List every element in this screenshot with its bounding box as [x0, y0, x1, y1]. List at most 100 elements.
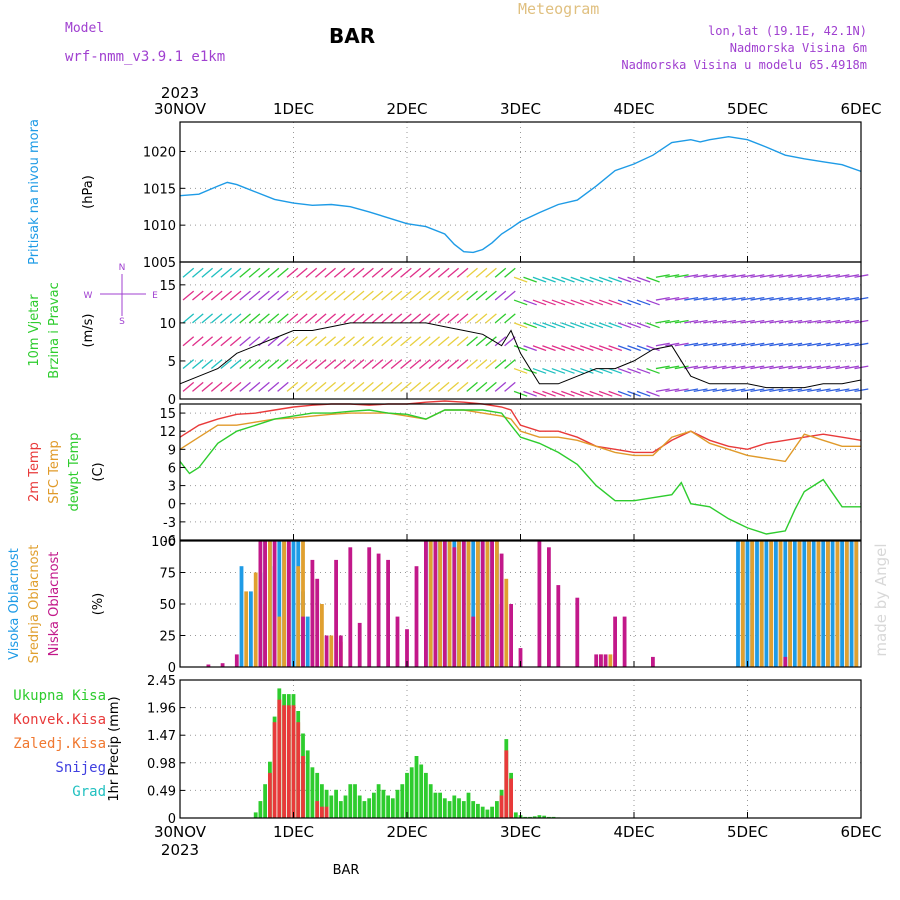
- wind-barb: [523, 276, 537, 283]
- wind-barb: [551, 322, 566, 329]
- wind-barb: [381, 313, 393, 324]
- wind-barb: [523, 299, 537, 306]
- wind-barb: [580, 322, 594, 329]
- wind-barb: [513, 322, 528, 329]
- bar-srednja-oblacnost: [750, 541, 755, 667]
- wind-barb: [504, 290, 516, 301]
- wind-barb: [362, 359, 374, 370]
- wind-barb: [561, 299, 575, 306]
- wind-barb: [362, 267, 374, 278]
- wind-barb: [665, 274, 680, 278]
- wind-barb: [277, 359, 289, 370]
- wind-barb: [390, 336, 403, 347]
- model-label: Model: [65, 21, 105, 36]
- wind-barb: [286, 313, 299, 324]
- wind-barb: [428, 381, 441, 392]
- wind-barb: [437, 290, 450, 301]
- wind-barb: [712, 274, 727, 278]
- wind-barb: [201, 381, 214, 392]
- wind-barb: [258, 290, 270, 301]
- wind-barb: [333, 290, 346, 301]
- x-tick-label-top: 2DEC: [386, 100, 427, 118]
- wind-barb: [314, 381, 327, 392]
- wind-barb: [182, 359, 195, 370]
- wind-barb: [703, 365, 718, 370]
- wind-barb: [788, 319, 803, 324]
- wind-barb: [835, 388, 850, 393]
- y-tick-label: 1020: [143, 145, 176, 160]
- wind-barb: [542, 322, 556, 329]
- wind-barb: [371, 290, 384, 301]
- wind-barb: [494, 290, 507, 301]
- bar-visoka-oblacnost: [745, 541, 750, 667]
- bar-niska-oblacnost: [334, 559, 338, 667]
- grid-lines: [180, 122, 861, 818]
- wind-barb: [617, 390, 632, 397]
- bar-srednja-oblacnost: [788, 541, 792, 667]
- wind-barb: [580, 367, 594, 374]
- wind-barb: [797, 388, 812, 393]
- wind-barb: [816, 319, 831, 324]
- bar-ukupna-kisa: [376, 784, 381, 818]
- wind-barb: [665, 296, 680, 301]
- wind-barb: [371, 381, 384, 392]
- wind-barb: [296, 267, 308, 278]
- wind-barb: [674, 388, 689, 393]
- wind-barb: [589, 276, 604, 283]
- wind-barb: [220, 267, 233, 278]
- wind-barb: [674, 342, 689, 347]
- wind-barb: [608, 322, 623, 329]
- wind-barb: [570, 390, 585, 397]
- bar-visoka-oblacnost: [239, 566, 244, 667]
- wind-barb: [759, 274, 774, 278]
- wind-barb: [589, 367, 604, 374]
- wind-barb: [201, 336, 214, 347]
- wind-barb: [409, 267, 422, 278]
- wind-barb: [182, 381, 195, 392]
- wind-barb: [504, 359, 516, 370]
- wind-barb: [466, 267, 478, 278]
- wind-barb: [239, 381, 251, 392]
- bar-niska-oblacnost: [480, 541, 485, 667]
- wind-barb: [466, 381, 478, 392]
- y-tick-label: -3: [163, 516, 176, 531]
- bar-srednja-oblacnost: [447, 541, 452, 667]
- y-tick-label: 0: [168, 498, 176, 513]
- wind-barb: [561, 276, 575, 283]
- wind-barb: [381, 336, 393, 347]
- wind-barb: [305, 313, 318, 324]
- wind-barb: [655, 388, 670, 393]
- wind-barb: [731, 388, 746, 393]
- wind-barb: [475, 313, 488, 324]
- y-tick-label: 5: [168, 355, 176, 370]
- x-tick-label-bottom: 1DEC: [273, 823, 314, 841]
- wind-barb: [750, 319, 765, 324]
- y-tick-label: 2.45: [147, 674, 176, 689]
- wind-barb: [324, 359, 337, 370]
- y-axis-label: dewpt Temp: [67, 432, 82, 511]
- wind-barb: [277, 381, 289, 392]
- bar-srednja-oblacnost: [466, 541, 471, 667]
- wind-barb: [693, 342, 708, 347]
- bar-niska-oblacnost: [301, 616, 305, 667]
- y-axis-label: 1hr Precip (mm): [107, 696, 122, 801]
- wind-barb: [598, 367, 613, 374]
- bar-ukupna-kisa: [338, 801, 343, 818]
- bar-ukupna-kisa: [400, 784, 405, 818]
- wind-barb: [646, 299, 660, 306]
- wind-barb: [693, 388, 708, 393]
- bar-niska-oblacnost: [613, 616, 617, 667]
- wind-barb: [684, 319, 699, 324]
- wind-barb: [485, 336, 497, 347]
- bar-konvek.kisa: [499, 795, 504, 818]
- wind-barb: [390, 313, 403, 324]
- wind-barb: [636, 322, 651, 329]
- wind-barb: [598, 322, 613, 329]
- wind-barb: [305, 267, 318, 278]
- wind-barb: [769, 365, 784, 370]
- wind-barb: [797, 296, 812, 301]
- wind-barb: [684, 342, 699, 347]
- wind-barb: [636, 299, 651, 306]
- bar-niska-oblacnost: [490, 541, 494, 667]
